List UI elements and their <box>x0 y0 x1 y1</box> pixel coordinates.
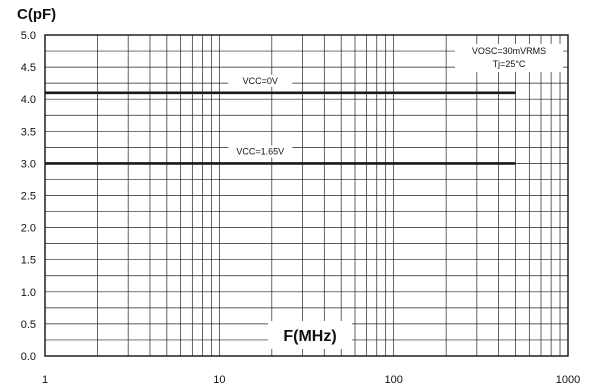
y-tick-label: 0.5 <box>21 319 36 331</box>
plot-frame <box>44 34 569 357</box>
y-tick-label: 2.5 <box>21 191 36 203</box>
x-axis-label-background <box>268 321 352 349</box>
y-tick-label: 0.0 <box>21 351 36 363</box>
y-tick-label: 4.5 <box>21 62 36 74</box>
x-tick-label: 1000 <box>556 374 580 386</box>
x-tick-label: 10 <box>213 374 225 386</box>
conditions-box: VOSC=30mVRMS Tj=25°C <box>455 44 563 72</box>
conditions-background <box>455 44 563 72</box>
y-tick-label: 1.0 <box>21 287 36 299</box>
y-tick-label: 3.0 <box>21 158 36 170</box>
y-tick-label: 2.0 <box>21 223 36 235</box>
y-tick-label: 3.5 <box>21 126 36 138</box>
x-tick-label: 100 <box>384 374 402 386</box>
grid <box>44 34 568 357</box>
y-tick-label: 5.0 <box>21 30 36 42</box>
y-tick-labels: 0.0 0.5 1.0 1.5 2.0 2.5 3.0 3.5 4.0 4.5 5.0 <box>21 30 36 363</box>
series-label: VCC=0V <box>243 76 278 86</box>
x-axis-label-box: F(MHz) <box>268 321 352 349</box>
y-tick-label: 1.5 <box>21 255 36 267</box>
series-label-background <box>228 145 293 158</box>
series-label: VCC=1.65V <box>236 146 284 156</box>
series-label-background <box>228 74 293 87</box>
series-group: VCC=0V VCC=1.65V <box>45 74 516 165</box>
x-tick-labels: 1 10 100 1000 <box>42 374 580 386</box>
y-axis-label: C(pF) <box>17 6 56 23</box>
condition-vosc: VOSC=30mVRMS <box>472 46 546 56</box>
y-tick-label: 4.0 <box>21 94 36 106</box>
condition-tj: Tj=25°C <box>493 59 526 69</box>
x-axis-label: F(MHz) <box>283 328 336 345</box>
x-tick-label: 1 <box>42 374 48 386</box>
